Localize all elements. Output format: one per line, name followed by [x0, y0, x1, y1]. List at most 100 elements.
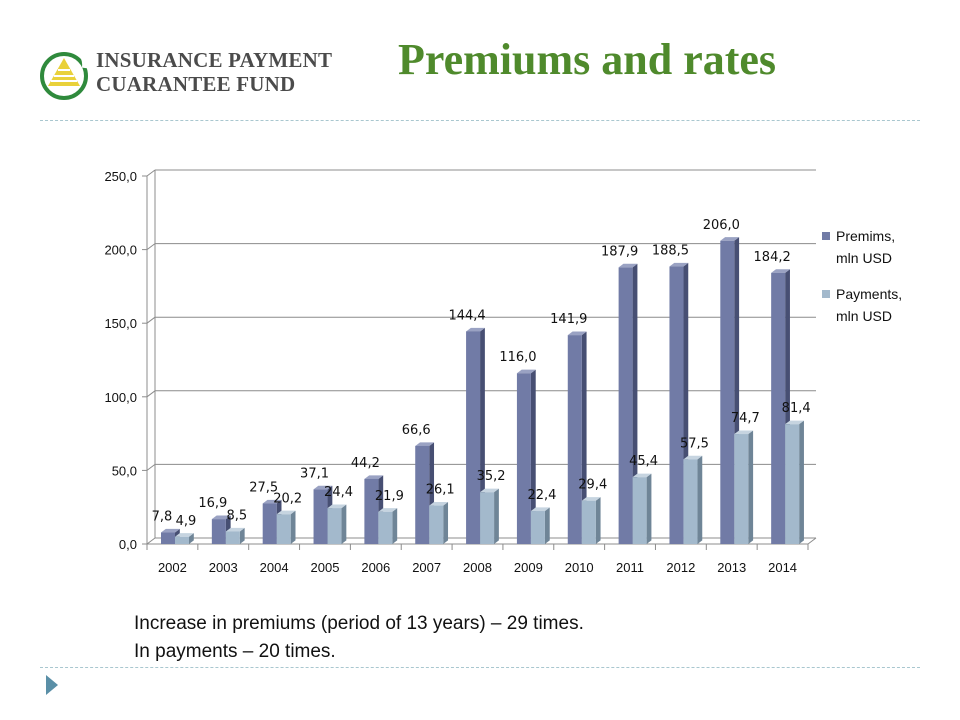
payments-data-label: 29,4: [578, 478, 607, 493]
x-tick-label: 2002: [158, 560, 187, 575]
bottom-divider: [40, 667, 920, 668]
bar-top: [530, 507, 550, 512]
payments-data-label: 74,7: [731, 411, 760, 426]
payments-bar: [530, 511, 545, 544]
bar-top: [669, 262, 689, 267]
bar-top: [327, 504, 347, 509]
y-tick-label: 100,0: [104, 390, 137, 405]
bar-top: [175, 533, 194, 537]
bar-top: [683, 455, 703, 460]
y-tick-label: 0,0: [119, 537, 137, 552]
x-tick-label: 2012: [666, 560, 695, 575]
x-tick-label: 2013: [717, 560, 746, 575]
bar-top: [720, 237, 740, 241]
y-tick-label: 200,0: [104, 243, 137, 258]
x-tick-label: 2004: [260, 560, 289, 575]
premiums-data-label: 66,6: [402, 423, 431, 438]
premiums-data-label: 116,0: [499, 350, 536, 365]
bar-top: [516, 369, 536, 374]
payments-bar: [785, 424, 800, 544]
premiums-data-label: 206,0: [703, 218, 740, 233]
gridline-connector: [146, 463, 156, 471]
payments-bar: [175, 536, 189, 544]
x-tick-label: 2005: [311, 560, 340, 575]
payments-bar: [276, 514, 291, 544]
premiums-bar: [161, 532, 175, 544]
payments-bar: [734, 434, 749, 544]
payments-data-label: 21,9: [375, 489, 404, 504]
bar-top: [364, 475, 384, 479]
bar-side: [341, 504, 347, 544]
payments-bar: [632, 477, 647, 544]
premiums-data-label: 37,1: [300, 466, 329, 481]
premiums-data-label: 187,9: [601, 244, 638, 259]
payments-data-label: 35,2: [477, 469, 506, 484]
x-tick-label: 2003: [209, 560, 238, 575]
premiums-data-label: 188,5: [652, 244, 689, 259]
gridline-connector: [146, 169, 156, 177]
premiums-bar: [516, 373, 531, 544]
bar-side: [632, 263, 638, 544]
premiums-bar: [364, 478, 379, 544]
bar-top: [480, 488, 499, 493]
bar-top: [313, 485, 333, 490]
y-tick-label: 250,0: [104, 169, 137, 184]
payments-data-label: 81,4: [782, 401, 811, 416]
bar-top: [618, 263, 638, 268]
logo-line-2: CUARANTEE FUND: [96, 72, 296, 96]
bar-side: [748, 430, 754, 544]
premiums-bar: [262, 503, 277, 544]
bar-side: [646, 473, 652, 544]
gridline-connector: [146, 537, 156, 545]
premiums-data-label: 141,9: [550, 312, 587, 327]
payments-bar: [327, 508, 342, 544]
bar-side: [799, 420, 804, 544]
premiums-bar: [618, 267, 633, 544]
premiums-bar: [567, 335, 582, 544]
bar-top: [771, 269, 790, 273]
page-title: Premiums and rates: [398, 35, 777, 84]
fund-emblem-icon: [40, 52, 89, 100]
bar-side: [239, 527, 245, 544]
bar-top: [785, 420, 804, 425]
x-tick-label: 2010: [565, 560, 594, 575]
payments-data-label: 22,4: [527, 488, 556, 503]
bar-side: [494, 488, 499, 544]
payments-data-label: 26,1: [426, 483, 455, 498]
gridline-connector: [146, 243, 156, 251]
bar-top: [415, 442, 435, 446]
legend-label-payments: Payments, mln USD: [836, 286, 902, 324]
bar-top: [466, 327, 485, 332]
premiums-data-label: 184,2: [754, 250, 791, 265]
bar-side: [595, 497, 601, 544]
bar-side: [290, 510, 296, 544]
premiums-bar: [771, 272, 786, 544]
x-tick-label: 2011: [616, 560, 644, 575]
premiums-data-label: 7,8: [152, 510, 173, 525]
x-tick-label: 2014: [768, 560, 797, 575]
premiums-data-label: 44,2: [351, 456, 380, 471]
x-tick-label: 2009: [514, 560, 543, 575]
legend-label-premiums: Premims, mln USD: [836, 228, 895, 266]
premiums-bar: [466, 331, 481, 544]
bar-top: [276, 510, 296, 515]
fund-logo: INSURANCE PAYMENT CUARANTEE FUND: [38, 44, 348, 106]
payments-bar: [581, 500, 596, 544]
bar-side: [544, 507, 550, 544]
payments-data-label: 20,2: [273, 491, 302, 506]
premiums-data-label: 144,4: [448, 308, 485, 323]
bar-top: [225, 527, 245, 532]
payments-data-label: 24,4: [324, 485, 353, 500]
payments-bar: [683, 459, 698, 544]
logo-line-1: INSURANCE PAYMENT: [96, 48, 333, 72]
caption-line-2: In payments – 20 times.: [134, 641, 336, 662]
payments-bar: [378, 511, 393, 544]
bar-side: [697, 455, 703, 544]
bar-top: [262, 499, 282, 504]
payments-data-label: 8,5: [227, 508, 248, 523]
bar-side: [392, 508, 398, 544]
bar-side: [530, 369, 536, 544]
caption-line-1: Increase in premiums (period of 13 years…: [134, 613, 584, 634]
payments-bar: [429, 505, 444, 544]
